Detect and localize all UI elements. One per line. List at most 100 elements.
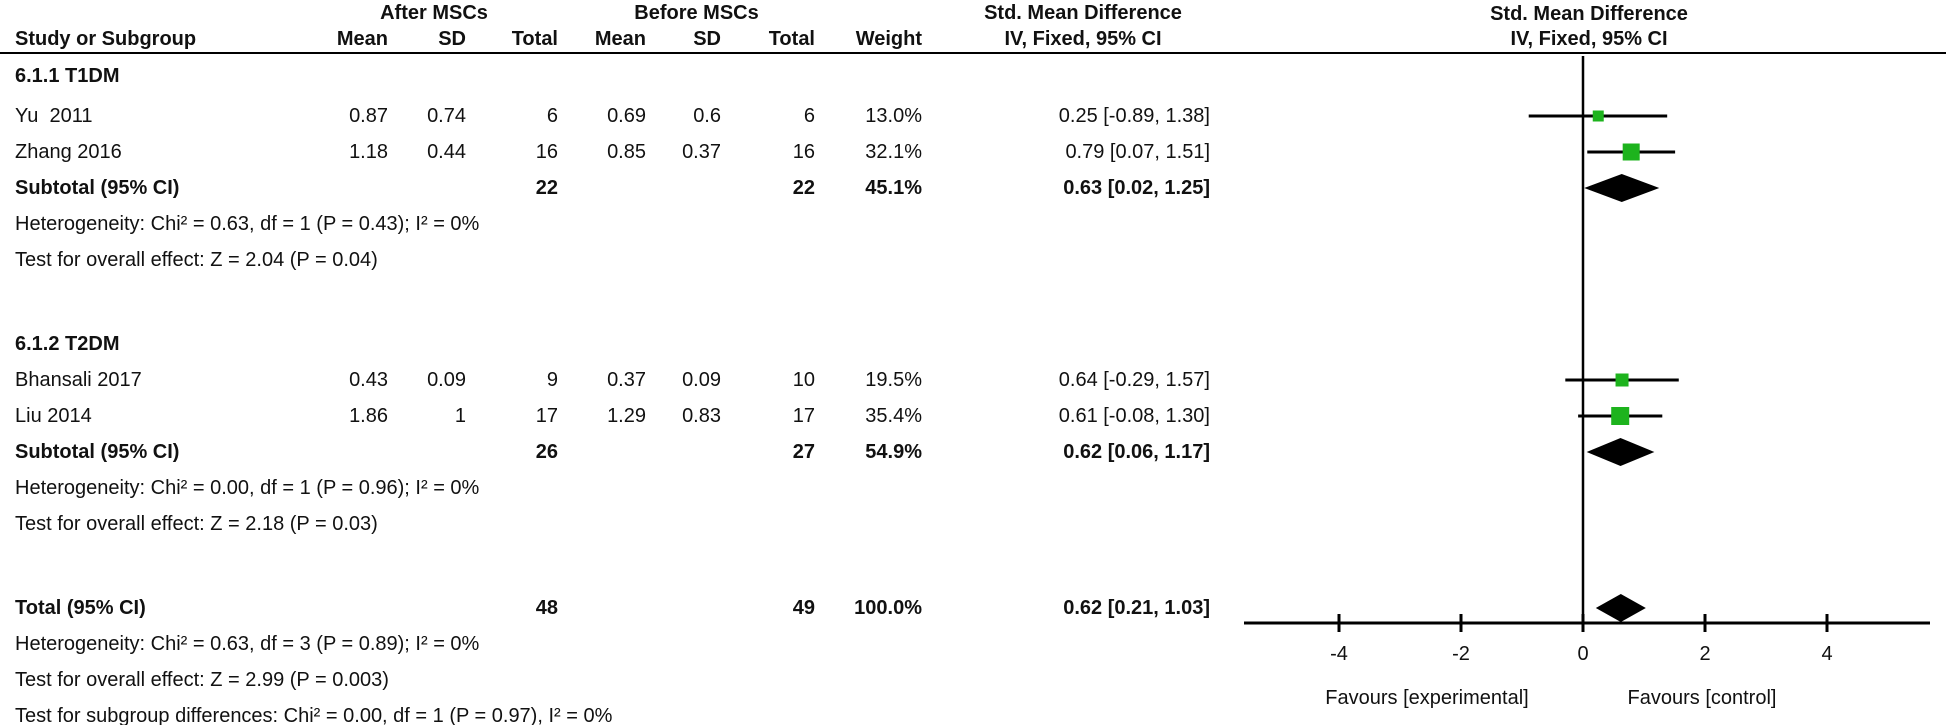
effect-text-header-line1: Std. Mean Difference <box>984 1 1182 24</box>
col-header-mean-after: Mean <box>336 27 388 50</box>
stats-row: Test for overall effect: Z = 2.04 (P = 0… <box>0 242 1232 278</box>
favours-right-label: Favours [control] <box>1628 687 1777 709</box>
total-before: 16 <box>792 140 815 163</box>
study-marker <box>1592 110 1604 122</box>
ci-text: 0.79 [0.07, 1.51] <box>1065 140 1210 163</box>
spacer-row <box>0 278 1232 326</box>
study-row: Liu 2014 1.86 1 17 1.29 0.83 17 35.4% 0.61 [-0.0… <box>0 398 1232 434</box>
ci-text: 0.61 [-0.08, 1.30] <box>1058 404 1210 427</box>
table-header: After MSCs Before MSCs Std. Mean Differe… <box>0 0 1946 54</box>
effect-text-header-line2: IV, Fixed, 95% CI <box>1004 27 1162 50</box>
study-name: Bhansali 2017 <box>15 368 142 391</box>
mean-before: 0.85 <box>607 140 646 163</box>
stats-text: Test for overall effect: Z = 2.18 (P = 0… <box>15 512 378 535</box>
tick-label: 2 <box>1699 643 1710 665</box>
tick-label: -4 <box>1330 643 1348 665</box>
stats-text: Heterogeneity: Chi² = 0.63, df = 1 (P = … <box>15 212 480 235</box>
sd-before: 0.83 <box>682 404 721 427</box>
group2-header: Before MSCs <box>634 1 759 24</box>
col-header-weight: Weight <box>855 27 922 50</box>
total-before: 22 <box>792 176 815 199</box>
study-marker <box>1622 143 1640 161</box>
col-header-total-before: Total <box>768 27 815 50</box>
subgroup-label: 6.1.2 T2DM <box>15 332 120 355</box>
total-after: 6 <box>546 104 558 127</box>
ci-text: 0.64 [-0.29, 1.57] <box>1058 368 1210 391</box>
total-before: 27 <box>792 440 815 463</box>
subtotal-row: Subtotal (95% CI) 22 22 45.1% 0.63 [0.02, 1.… <box>0 170 1232 206</box>
subgroup-label: 6.1.1 T1DM <box>15 64 120 87</box>
weight-value: 45.1% <box>865 176 922 199</box>
favours-left-label: Favours [experimental] <box>1325 687 1528 709</box>
sd-after: 0.74 <box>427 104 466 127</box>
study-marker <box>1615 373 1629 387</box>
sd-after: 0.09 <box>427 368 466 391</box>
stats-text: Test for overall effect: Z = 2.04 (P = 0… <box>15 248 378 271</box>
total-after: 16 <box>535 140 558 163</box>
mean-after: 0.43 <box>349 368 388 391</box>
total-before: 6 <box>803 104 815 127</box>
mean-before: 1.29 <box>607 404 646 427</box>
tick-label: 0 <box>1577 643 1588 665</box>
stats-row: Test for subgroup differences: Chi² = 0.… <box>0 698 1232 725</box>
total-after: 22 <box>535 176 558 199</box>
plot-header-line2: IV, Fixed, 95% CI <box>1510 28 1668 50</box>
study-name: Zhang 2016 <box>15 140 122 163</box>
total-after: 26 <box>535 440 558 463</box>
subtotal-row: Subtotal (95% CI) 26 27 54.9% 0.62 [0.06, 1.… <box>0 434 1232 470</box>
total-before: 17 <box>792 404 815 427</box>
total-after: 17 <box>535 404 558 427</box>
mean-after: 1.18 <box>349 140 388 163</box>
sd-after: 0.44 <box>427 140 466 163</box>
stats-row: Heterogeneity: Chi² = 0.63, df = 1 (P = … <box>0 206 1232 242</box>
total-after: 48 <box>535 596 558 619</box>
plot-header-line1: Std. Mean Difference <box>1490 3 1688 25</box>
plot-header: Std. Mean Difference IV, Fixed, 95% CI <box>1232 0 1946 52</box>
ci-text: 0.62 [0.21, 1.03] <box>1063 596 1210 619</box>
col-header-mean-before: Mean <box>594 27 646 50</box>
weight-value: 19.5% <box>865 368 922 391</box>
col-header-total-after: Total <box>511 27 558 50</box>
sd-before: 0.37 <box>682 140 721 163</box>
sd-after: 1 <box>454 404 466 427</box>
total-before: 49 <box>792 596 815 619</box>
total-label: Total (95% CI) <box>15 596 146 619</box>
mean-before: 0.37 <box>607 368 646 391</box>
tick-label: -2 <box>1452 643 1470 665</box>
stats-row: Test for overall effect: Z = 2.18 (P = 0… <box>0 506 1232 542</box>
weight-value: 13.0% <box>865 104 922 127</box>
col-header-sd-before: SD <box>693 27 721 50</box>
subtotal-diamond <box>1586 438 1655 466</box>
stats-text: Heterogeneity: Chi² = 0.63, df = 3 (P = … <box>15 632 480 655</box>
spacer-row <box>0 542 1232 590</box>
weight-value: 32.1% <box>865 140 922 163</box>
mean-after: 1.86 <box>349 404 388 427</box>
stats-text: Test for subgroup differences: Chi² = 0.… <box>15 704 613 725</box>
col-header-sd-after: SD <box>438 27 466 50</box>
subgroup-label-row: 6.1.2 T2DM <box>0 326 1232 362</box>
header-row-columns: Study or Subgroup Mean SD Total Mean SD … <box>0 26 1232 52</box>
forest-plot-svg: -4 -2 0 2 4 Favours [experimental] Favours [co… <box>1244 56 1930 709</box>
stats-text: Heterogeneity: Chi² = 0.00, df = 1 (P = … <box>15 476 480 499</box>
stats-row: Test for overall effect: Z = 2.99 (P = 0… <box>0 662 1232 698</box>
study-row: Bhansali 2017 0.43 0.09 9 0.37 0.09 10 19.5% 0.6… <box>0 362 1232 398</box>
mean-after: 0.87 <box>349 104 388 127</box>
study-name: Liu 2014 <box>15 404 92 427</box>
total-after: 9 <box>546 368 558 391</box>
total-before: 10 <box>792 368 815 391</box>
subtotal-label: Subtotal (95% CI) <box>15 440 180 463</box>
tick-label: 4 <box>1821 643 1832 665</box>
table-body: 6.1.1 T1DM Yu 2011 0.87 0.74 6 0.69 0.6 6 13.0% 0… <box>0 54 1232 725</box>
study-marker <box>1611 407 1630 425</box>
group1-header: After MSCs <box>380 1 488 24</box>
weight-value: 35.4% <box>865 404 922 427</box>
header-spacer <box>825 0 934 26</box>
ci-text: 0.63 [0.02, 1.25] <box>1063 176 1210 199</box>
header-row-groups: After MSCs Before MSCs Std. Mean Differe… <box>0 0 1232 26</box>
total-diamond <box>1595 594 1646 622</box>
sd-before: 0.6 <box>693 104 721 127</box>
stats-row: Heterogeneity: Chi² = 0.00, df = 1 (P = … <box>0 470 1232 506</box>
mean-before: 0.69 <box>607 104 646 127</box>
sd-before: 0.09 <box>682 368 721 391</box>
